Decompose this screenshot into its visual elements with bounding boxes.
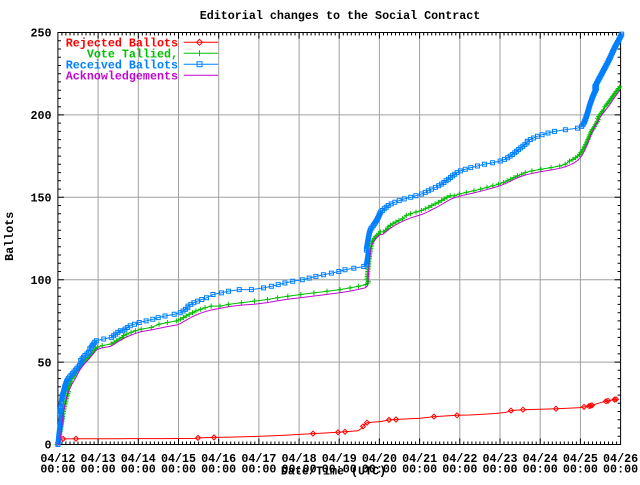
svg-text:00:00: 00:00: [282, 462, 317, 476]
svg-text:04/13: 04/13: [81, 452, 116, 466]
svg-text:Vote Tallied,: Vote Tallied,: [87, 47, 178, 61]
svg-text:00:00: 00:00: [482, 462, 517, 476]
svg-text:00:00: 00:00: [121, 462, 156, 476]
svg-text:Date/Time (UTC): Date/Time (UTC): [281, 464, 386, 478]
svg-text:00:00: 00:00: [201, 462, 236, 476]
svg-text:Ballots: Ballots: [3, 212, 17, 261]
svg-text:00:00: 00:00: [402, 462, 437, 476]
svg-text:04/22: 04/22: [442, 452, 477, 466]
svg-text:04/25: 04/25: [563, 452, 598, 466]
svg-text:Received Ballots: Received Ballots: [66, 58, 178, 72]
svg-text:04/19: 04/19: [322, 452, 357, 466]
svg-text:100: 100: [30, 274, 51, 288]
svg-text:0: 0: [44, 439, 51, 453]
svg-text:00:00: 00:00: [362, 462, 397, 476]
svg-text:00:00: 00:00: [322, 462, 357, 476]
svg-text:04/18: 04/18: [282, 452, 317, 466]
svg-text:04/17: 04/17: [241, 452, 276, 466]
svg-text:150: 150: [30, 192, 51, 206]
svg-text:00:00: 00:00: [442, 462, 477, 476]
svg-text:200: 200: [30, 109, 51, 123]
svg-text:04/24: 04/24: [523, 452, 558, 466]
svg-text:00:00: 00:00: [40, 462, 75, 476]
svg-text:00:00: 00:00: [523, 462, 558, 476]
svg-text:00:00: 00:00: [563, 462, 598, 476]
svg-text:04/23: 04/23: [482, 452, 517, 466]
svg-text:04/16: 04/16: [201, 452, 236, 466]
svg-text:04/12: 04/12: [40, 452, 75, 466]
svg-text:04/26: 04/26: [603, 452, 638, 466]
svg-text:00:00: 00:00: [241, 462, 276, 476]
svg-text:00:00: 00:00: [603, 462, 638, 476]
svg-text:04/14: 04/14: [121, 452, 156, 466]
svg-text:04/15: 04/15: [161, 452, 196, 466]
svg-text:00:00: 00:00: [81, 462, 116, 476]
svg-text:50: 50: [37, 356, 51, 370]
svg-text:04/20: 04/20: [362, 452, 397, 466]
svg-text:Acknowledgements: Acknowledgements: [66, 69, 178, 83]
svg-text:250: 250: [30, 27, 51, 41]
svg-text:Rejected Ballots: Rejected Ballots: [66, 36, 178, 50]
svg-text:04/21: 04/21: [402, 452, 437, 466]
svg-text:00:00: 00:00: [161, 462, 196, 476]
svg-text:Editorial changes to the Socia: Editorial changes to the Social Contract: [200, 9, 481, 23]
